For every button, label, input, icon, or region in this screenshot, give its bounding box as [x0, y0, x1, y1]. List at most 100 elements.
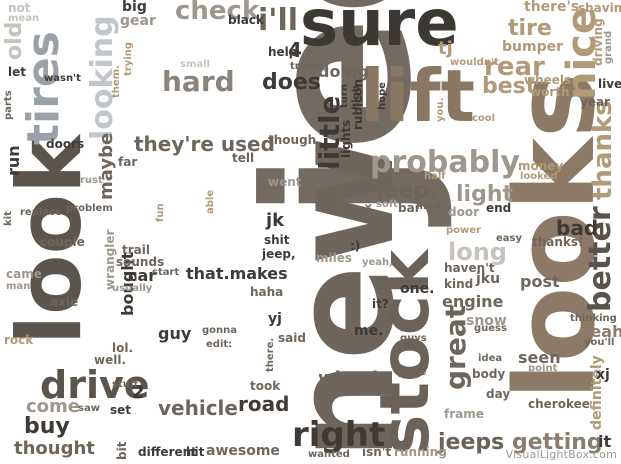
word-different: different [138, 445, 197, 459]
word-turn: turn [339, 84, 350, 108]
word-axle: axle [50, 295, 79, 309]
word-tire: tire [508, 16, 552, 41]
word-tires: tires [18, 31, 69, 145]
word-man: man [6, 281, 31, 292]
word-wheels: wheels [524, 73, 572, 87]
word-doing: doing [318, 62, 369, 81]
word-2: 2 [132, 382, 145, 403]
word-stuff: stuff [112, 379, 138, 390]
word-thought: thought [14, 438, 95, 459]
word-road: road [238, 392, 290, 416]
word-day: day [486, 387, 511, 401]
word-ill: i'll [258, 3, 299, 38]
word-let: let [8, 65, 26, 79]
word-fun: fun [155, 203, 166, 222]
word-half: half [424, 171, 446, 182]
word-lights: lights [339, 119, 353, 158]
word-kit: kit [3, 211, 14, 226]
word-wheel: wheel [318, 368, 379, 389]
word-thanks-ex: thanks! [532, 235, 584, 249]
word-run: run [4, 145, 23, 176]
word-not: not [8, 1, 31, 15]
word-small: small [180, 59, 210, 70]
word-long: long [448, 238, 507, 266]
word-couple: couple [40, 235, 85, 249]
word-rock: rock [4, 333, 34, 347]
word-grand: grand [603, 30, 614, 64]
word-parts: parts [3, 90, 14, 120]
word-big: big [122, 0, 147, 15]
word-high: high [351, 85, 362, 110]
word-trail: trail [122, 243, 150, 257]
word-able: able [205, 189, 216, 214]
word-shaving: shaving [578, 1, 621, 15]
word-took: took [250, 379, 281, 393]
word-hard: hard [162, 65, 235, 98]
word-right: right [292, 415, 386, 455]
word-year: year [580, 95, 610, 109]
word-door: door [448, 205, 479, 219]
word-wouldnt: wouldn't [450, 57, 499, 68]
word-edit: edit: [206, 339, 233, 350]
word-bar: bar [398, 201, 421, 215]
word-light: light [456, 182, 514, 207]
word-youll: you'll [584, 337, 615, 348]
word-hit: hit [186, 445, 205, 459]
word-post: post [520, 272, 560, 291]
word-jeep-comma: jeep, [262, 247, 296, 261]
word-idea: idea [478, 353, 503, 364]
word-though: though. [268, 133, 321, 147]
word-replace: replace [20, 207, 62, 218]
word-usually: usually [112, 283, 153, 294]
word-running: running [394, 445, 447, 459]
word-came: came [6, 267, 42, 281]
word-getting: getting [512, 430, 603, 455]
word-jeep-dot: jeep. [376, 178, 438, 203]
word-frame: frame [444, 407, 484, 421]
word-havent: haven't [444, 261, 495, 275]
word-engine: engine [442, 292, 504, 311]
word-does: does [262, 70, 321, 95]
word-soft: soft [376, 199, 398, 210]
word-well: well. [94, 353, 127, 367]
word-smiley: :) [350, 239, 361, 253]
word-yeah-comma: yeah, [362, 257, 393, 268]
word-looked: looked [520, 171, 558, 182]
word-kind: kind [444, 277, 474, 291]
word-yeah: yeah [580, 322, 621, 341]
word-mean: mean [8, 13, 40, 24]
word-live: live [598, 77, 621, 91]
word-lift: lift [360, 54, 476, 138]
word-gonna: gonna [202, 325, 238, 336]
word-bumper: bumper [502, 39, 563, 55]
word-old: old [2, 21, 27, 60]
word-buy: buy [24, 414, 70, 439]
word-thatmakes: that.makes [186, 264, 288, 283]
word-price: price [398, 367, 427, 378]
word-there: there. [265, 337, 276, 372]
word-thanks: thanks [588, 100, 618, 200]
word-awesome: awesome [206, 443, 280, 459]
word-mud: mud [416, 201, 441, 212]
word-probably: probably [370, 145, 520, 180]
word-wasnt: wasn't [44, 73, 81, 84]
word-4: 4 [288, 38, 302, 62]
word-thinking: thinking [570, 313, 617, 324]
word-check: check [175, 0, 260, 26]
word-you: you. [435, 97, 446, 122]
word-theres: there's [524, 0, 580, 15]
word-cool: cool [472, 113, 496, 124]
word-power: power [446, 225, 481, 236]
word-xj: xj [596, 367, 610, 383]
word-help: help [268, 45, 298, 59]
word-tj: tj [438, 38, 453, 59]
word-vehicle: vehicle [158, 396, 238, 420]
word-far: far [118, 155, 138, 169]
word-said: said [278, 331, 306, 345]
word-miles: miles [316, 251, 353, 265]
word-it-q: it? [372, 297, 389, 311]
word-sounds: sounds [116, 255, 165, 269]
word-jk: jk [266, 210, 285, 231]
word-trails: trails [290, 61, 320, 72]
